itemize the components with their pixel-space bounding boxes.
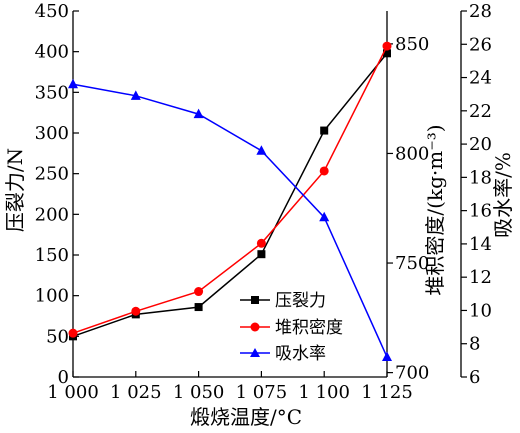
outer-right-y-tick-label: 6 [469, 367, 480, 388]
legend-label-water-absorption: 吸水率 [275, 344, 326, 364]
outer-right-y-tick-label: 12 [469, 267, 492, 288]
data-point-triangle [382, 351, 392, 362]
outer-right-y-tick-label: 24 [469, 68, 492, 89]
x-axis-title: 煅烧温度/°C [190, 405, 302, 429]
data-point-square [383, 49, 391, 58]
inner-right-y-tick-label: 700 [395, 363, 429, 384]
series-bulk-density [68, 41, 392, 338]
data-point-square [320, 126, 329, 135]
outer-right-y-tick-label: 20 [469, 134, 492, 155]
data-point-triangle [68, 78, 78, 89]
x-tick-label: 1 025 [110, 382, 162, 403]
data-point-circle [256, 238, 266, 248]
outer-right-y-tick-label: 18 [469, 167, 492, 188]
series-line-fracture-force [72, 52, 388, 338]
x-tick-label: 1 000 [47, 382, 99, 403]
legend: 压裂力 堆积密度 吸水率 [240, 291, 343, 364]
legend-marker-square [251, 296, 259, 304]
inner-right-y-tick-label: 850 [395, 34, 429, 55]
inner-right-y-axis-title: 堆积密度/(kg·m⁻³) [423, 124, 447, 295]
data-point-triangle [130, 90, 141, 100]
legend-label-fracture-force: 压裂力 [275, 291, 326, 311]
legend-item-bulk-density: 堆积密度 [240, 318, 343, 338]
plot-frame [72, 11, 462, 378]
data-point-square [257, 250, 266, 259]
left-y-tick-label: 200 [35, 204, 69, 225]
left-y-tick-label: 100 [35, 286, 69, 307]
left-y-axis-title: 压裂力/N [3, 148, 27, 232]
left-y-tick-label: 350 [35, 82, 69, 103]
left-y-tick-label: 150 [35, 245, 69, 266]
legend-marker-triangle [250, 348, 260, 357]
legend-marker-circle [250, 322, 260, 332]
series-water-absorption [68, 78, 392, 362]
data-point-circle [68, 328, 78, 338]
outer-right-y-tick-label: 16 [469, 201, 492, 222]
left-y-tick-label: 50 [46, 326, 69, 347]
inner-right-y-tick-label: 800 [395, 143, 429, 164]
data-point-triangle [319, 211, 330, 222]
data-point-square [194, 303, 203, 312]
data-point-circle [194, 287, 204, 297]
left-y-tick-label: 250 [35, 164, 69, 185]
series-line-water-absorption [72, 83, 388, 358]
outer-right-y-axis-title: 吸水率/% [491, 152, 515, 238]
series-line-bulk-density [72, 45, 388, 334]
left-y-tick-label: 450 [35, 1, 69, 22]
outer-right-y-tick-label: 26 [469, 34, 492, 55]
outer-right-y-tick-label: 8 [469, 334, 480, 355]
data-point-circle [319, 166, 329, 176]
outer-right-y-tick-label: 28 [469, 1, 492, 22]
x-tick-label: 1 125 [361, 382, 413, 403]
x-tick-label: 1 100 [298, 382, 350, 403]
legend-item-fracture-force: 压裂力 [240, 291, 326, 311]
series-layer [68, 41, 392, 362]
legend-label-bulk-density: 堆积密度 [275, 318, 343, 338]
axis-ticks: 1 000 1 025 1 050 1 075 1 100 1 125 0 50 100 150 2… [35, 1, 492, 403]
outer-right-y-tick-label: 14 [469, 234, 492, 255]
left-y-tick-label: 400 [35, 42, 69, 63]
inner-right-y-tick-label: 750 [395, 253, 429, 274]
data-point-triangle [193, 108, 204, 119]
x-tick-label: 1 050 [173, 382, 225, 403]
left-y-tick-label: 0 [58, 367, 69, 388]
data-point-triangle [256, 145, 267, 155]
legend-item-water-absorption: 吸水率 [240, 344, 326, 364]
outer-right-y-tick-label: 22 [469, 101, 492, 122]
data-point-circle [131, 306, 141, 316]
left-y-tick-label: 300 [35, 123, 69, 144]
data-point-circle [382, 41, 392, 51]
x-tick-label: 1 075 [236, 382, 288, 403]
outer-right-y-tick-label: 10 [469, 300, 492, 321]
